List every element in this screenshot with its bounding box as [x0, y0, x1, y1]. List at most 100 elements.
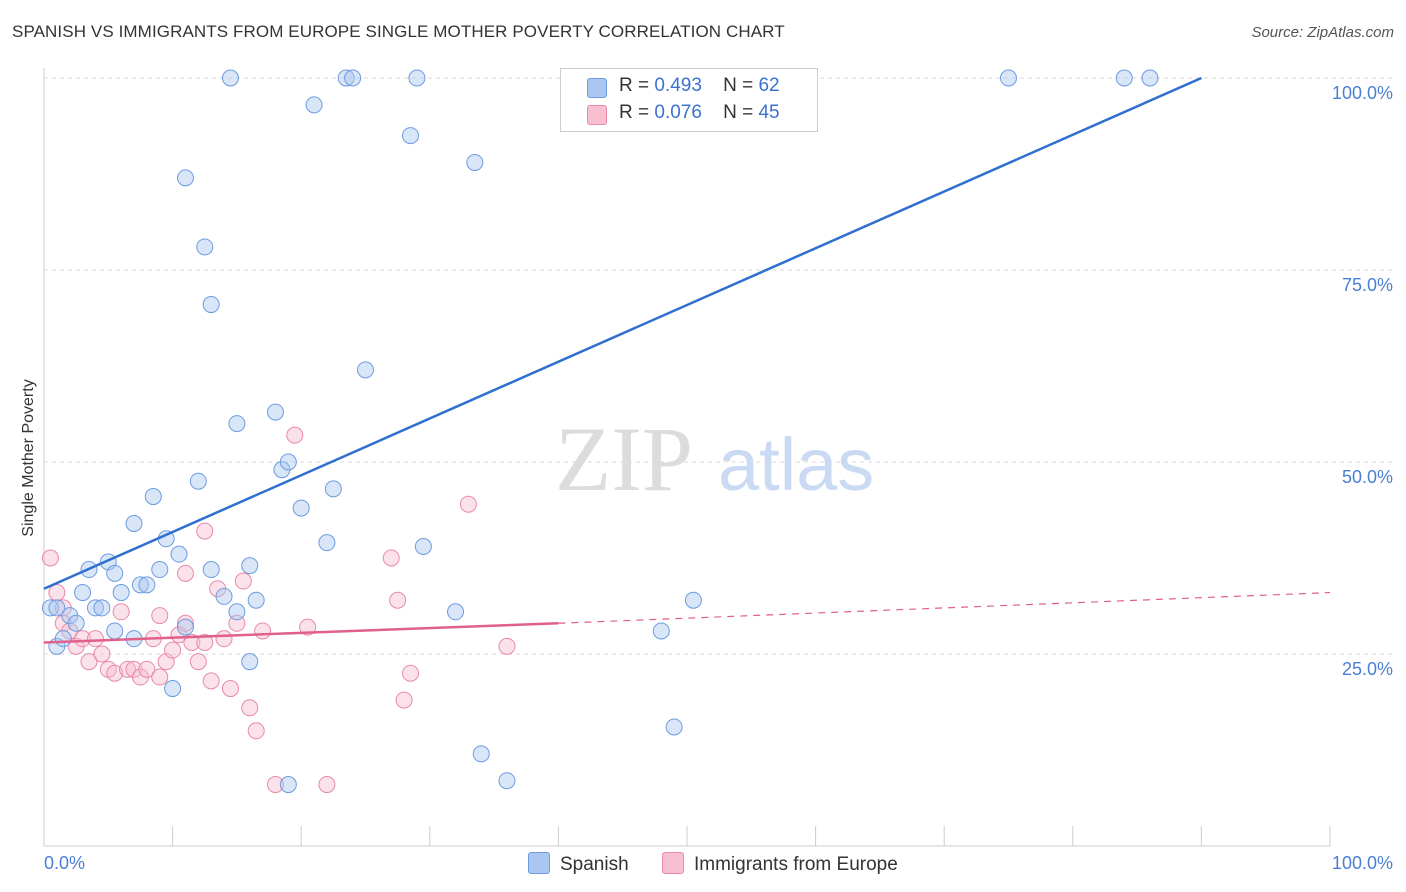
europe-point: [74, 630, 92, 648]
europe-points: [41, 426, 516, 794]
legend-r-label: R =: [619, 75, 650, 96]
legend-n-label: N =: [723, 75, 754, 96]
spanish-point: [74, 584, 92, 602]
spanish-point: [176, 618, 194, 636]
europe-point: [119, 660, 137, 678]
spanish-point: [305, 96, 323, 114]
watermark-atlas: atlas: [718, 423, 874, 506]
europe-point: [254, 622, 272, 640]
trend-lines: [43, 76, 1331, 644]
bottom-legend-spanish: Spanish: [528, 852, 629, 876]
europe-point: [266, 776, 284, 794]
europe-point: [86, 630, 104, 648]
spanish-point: [408, 69, 426, 87]
europe-point: [395, 691, 413, 709]
europe-point: [459, 495, 477, 513]
europe-point: [318, 776, 336, 794]
spanish-point: [472, 745, 490, 763]
legend-r-europe: 0.076: [654, 102, 702, 123]
spanish-point: [189, 472, 207, 490]
europe-point: [196, 522, 214, 540]
chart-title: SPANISH VS IMMIGRANTS FROM EUROPE SINGLE…: [12, 22, 785, 41]
europe-point: [151, 607, 169, 625]
spanish-point: [176, 169, 194, 187]
spanish-swatch: [587, 78, 607, 98]
europe-point: [176, 564, 194, 582]
spanish-point: [466, 153, 484, 171]
europe-point: [183, 633, 201, 651]
spanish-point: [665, 718, 683, 736]
spanish-point: [164, 680, 182, 698]
spanish-point: [170, 545, 188, 563]
spanish-point: [48, 599, 66, 617]
legend-r-spanish: 0.493: [654, 75, 702, 96]
europe-point: [241, 699, 259, 717]
spanish-point: [241, 653, 259, 671]
watermark-zip: ZIP: [555, 408, 693, 510]
europe-point: [286, 426, 304, 444]
spanish-point: [125, 514, 143, 532]
europe-point: [48, 584, 66, 602]
spanish-point: [215, 587, 233, 605]
europe-legend-label: Immigrants from Europe: [694, 854, 898, 875]
spanish-legend-swatch: [528, 852, 550, 874]
europe-point: [138, 660, 156, 678]
spanish-point: [652, 622, 670, 640]
spanish-point: [112, 584, 130, 602]
spanish-point: [402, 127, 420, 145]
spanish-point: [1115, 69, 1133, 87]
y-tick-label: 100.0%: [1332, 83, 1393, 103]
spanish-point: [344, 69, 362, 87]
spanish-point: [337, 69, 355, 87]
bottom-legend-europe: Immigrants from Europe: [662, 852, 898, 876]
spanish-point: [684, 591, 702, 609]
europe-point: [221, 680, 239, 698]
europe-point: [196, 633, 214, 651]
spanish-point: [241, 557, 259, 575]
europe-point: [106, 664, 124, 682]
spanish-point: [202, 296, 220, 314]
europe-point: [202, 672, 220, 690]
europe-point: [151, 668, 169, 686]
europe-point: [389, 591, 407, 609]
spanish-point: [202, 561, 220, 579]
axes: [43, 68, 1331, 847]
spanish-point: [93, 599, 111, 617]
europe-point: [215, 630, 233, 648]
spanish-point: [324, 480, 342, 498]
europe-point: [189, 653, 207, 671]
spanish-point: [144, 488, 162, 506]
europe-point: [164, 641, 182, 659]
europe-point: [80, 653, 98, 671]
europe-point: [402, 664, 420, 682]
spanish-point: [292, 499, 310, 517]
correlation-legend: R = 0.493 N = 62 R = 0.076 N = 45: [560, 68, 818, 132]
europe-point: [498, 637, 516, 655]
legend-r-label: R =: [619, 102, 650, 123]
source-credit: Source: ZipAtlas.com: [1251, 24, 1394, 41]
spanish-point: [1000, 69, 1017, 87]
spanish-point: [279, 453, 297, 471]
europe-trend-extension: [558, 591, 1331, 624]
europe-point: [41, 549, 59, 567]
watermark: ZIP atlas: [555, 408, 874, 510]
europe-swatch: [587, 105, 607, 125]
spanish-point: [498, 772, 516, 790]
spanish-point: [279, 776, 297, 794]
spanish-point: [54, 630, 72, 648]
spanish-point: [247, 591, 265, 609]
spanish-point: [196, 238, 214, 256]
spanish-point: [41, 599, 59, 617]
europe-point: [112, 603, 130, 621]
x-tick-label-min: 0.0%: [44, 853, 85, 873]
europe-point: [228, 614, 246, 632]
europe-point: [382, 549, 400, 567]
europe-point: [299, 618, 317, 636]
spanish-point: [447, 603, 465, 621]
spanish-point: [1141, 69, 1159, 87]
spanish-point: [151, 561, 169, 579]
spanish-point: [106, 564, 124, 582]
y-axis-label: Single Mother Poverty: [20, 379, 37, 536]
europe-point: [247, 722, 265, 740]
spanish-point: [138, 576, 156, 594]
